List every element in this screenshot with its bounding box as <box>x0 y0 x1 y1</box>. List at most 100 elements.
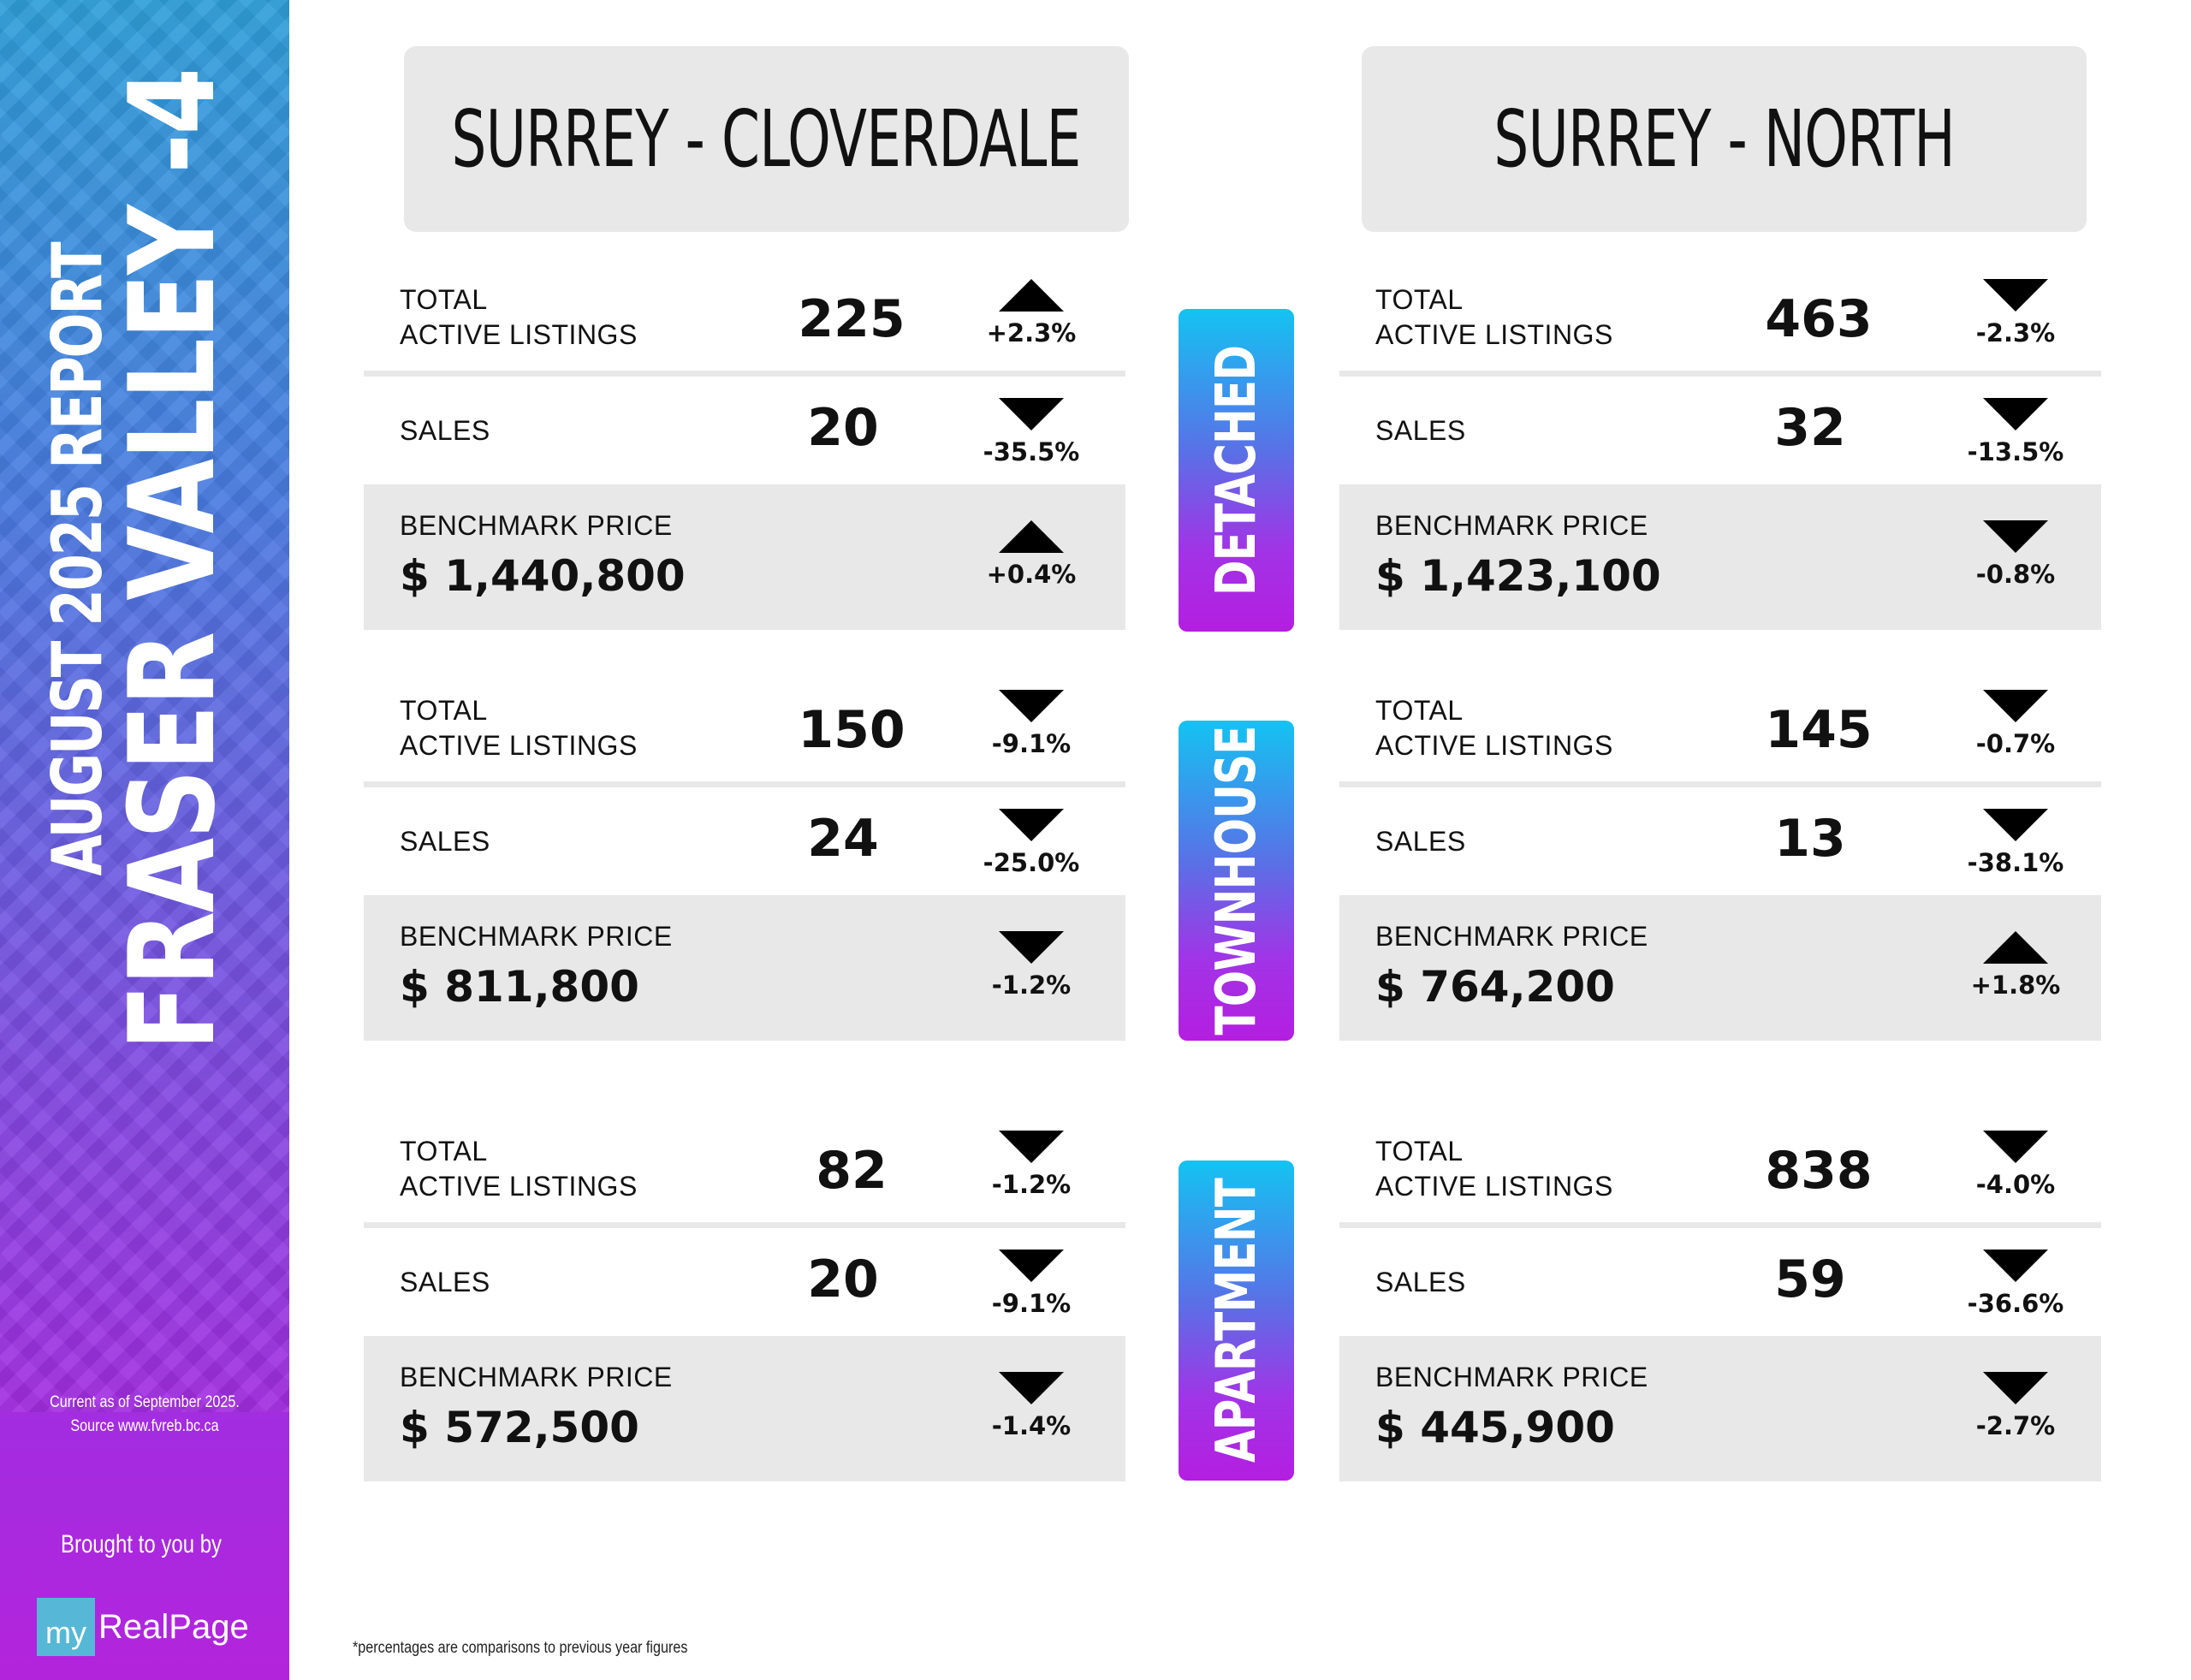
row-separator <box>1339 1222 2101 1228</box>
category-townhouse-label: TOWNHOUSE <box>1204 726 1268 1036</box>
header-left-title: SURREY - CLOVERDALE <box>451 93 1082 185</box>
benchmark-label: BENCHMARK PRICE <box>400 1362 673 1392</box>
source-line-1: Current as of September 2025. <box>50 1393 240 1411</box>
left-apartment-sales-row: SALES 20 -9.1% <box>364 1231 1125 1332</box>
listings-label: TOTAL ACTIVE LISTINGS <box>1375 693 1613 763</box>
left-townhouse-sales-change: -25.0% <box>963 809 1100 877</box>
left-apartment-sales-value: 20 <box>807 1250 879 1309</box>
arrow-down-icon <box>1983 1250 2048 1282</box>
left-townhouse-listings-change: -9.1% <box>963 690 1100 758</box>
right-detached-listings-percent: -2.3% <box>1975 318 2056 347</box>
header-right-title: SURREY - NORTH <box>1493 93 1955 185</box>
right-detached-price-change: -0.8% <box>1947 520 2084 589</box>
row-separator <box>364 1222 1125 1228</box>
right-apartment-listings-percent: -4.0% <box>1975 1170 2056 1199</box>
arrow-down-icon <box>999 1131 1064 1163</box>
right-apartment-price-percent: -2.7% <box>1975 1411 2056 1440</box>
left-apartment-sales-change: -9.1% <box>963 1250 1100 1318</box>
left-detached-listings-change: +2.3% <box>963 279 1100 347</box>
listings-label: TOTAL ACTIVE LISTINGS <box>400 282 638 353</box>
listings-label-line1: TOTAL <box>1375 695 1464 726</box>
benchmark-label: BENCHMARK PRICE <box>1375 921 1648 952</box>
right-detached-benchmark-price: $ 1,423,100 <box>1375 551 1661 601</box>
row-separator <box>364 371 1125 377</box>
right-townhouse-sales-change: -38.1% <box>1947 809 2084 877</box>
left-apartment-benchmark-row: BENCHMARK PRICE $ 572,500 -1.4% <box>364 1336 1125 1481</box>
right-apartment-sales-change: -36.6% <box>1947 1250 2084 1318</box>
listings-label: TOTAL ACTIVE LISTINGS <box>400 1134 638 1204</box>
right-apartment-price-change: -2.7% <box>1947 1372 2084 1440</box>
row-separator <box>1339 781 2101 787</box>
right-detached-listings-change: -2.3% <box>1947 279 2084 347</box>
right-detached-sales-row: SALES 32 -13.5% <box>1339 379 2101 480</box>
left-apartment-price-percent: -1.4% <box>991 1411 1072 1440</box>
arrow-down-icon <box>1983 690 2048 722</box>
benchmark-label: BENCHMARK PRICE <box>400 510 673 541</box>
listings-label-line2: ACTIVE LISTINGS <box>1375 1171 1613 1202</box>
right-townhouse-price-change: +1.8% <box>1947 931 2084 1000</box>
right-detached-sales-value: 32 <box>1774 398 1846 458</box>
source-line-2: Source www.fvreb.bc.ca <box>70 1417 219 1435</box>
listings-label-line2: ACTIVE LISTINGS <box>400 1171 638 1202</box>
left-townhouse-listings-percent: -9.1% <box>991 729 1072 758</box>
right-apartment-benchmark-price: $ 445,900 <box>1375 1403 1615 1452</box>
left-townhouse-benchmark-price: $ 811,800 <box>400 962 639 1012</box>
listings-label-line2: ACTIVE LISTINGS <box>400 730 638 761</box>
category-apartment: APARTMENT <box>1179 1161 1294 1481</box>
listings-label: TOTAL ACTIVE LISTINGS <box>1375 282 1613 353</box>
sales-label: SALES <box>1375 826 1466 857</box>
right-apartment-sales-value: 59 <box>1774 1250 1846 1309</box>
category-detached: DETACHED <box>1179 309 1294 632</box>
left-townhouse-sales-row: SALES 24 -25.0% <box>364 790 1125 891</box>
right-townhouse-listings-row: TOTAL ACTIVE LISTINGS 145 -0.7% <box>1339 683 2101 779</box>
arrow-down-icon <box>999 931 1064 964</box>
right-detached-sales-percent: -13.5% <box>1967 437 2064 466</box>
left-apartment-listings-percent: -1.2% <box>991 1170 1072 1199</box>
arrow-down-icon <box>999 398 1064 430</box>
left-detached-sales-percent: -35.5% <box>983 437 1080 466</box>
brought-by-text: Brought to you by <box>60 1530 223 1558</box>
left-detached-listings-percent: +2.3% <box>986 318 1077 347</box>
right-townhouse-listings-percent: -0.7% <box>1975 729 2056 758</box>
right-apartment-listings-change: -4.0% <box>1947 1131 2084 1199</box>
sidebar-photo-background <box>0 0 289 1412</box>
benchmark-label: BENCHMARK PRICE <box>1375 510 1648 541</box>
arrow-down-icon <box>1983 1372 2048 1404</box>
category-apartment-label: APARTMENT <box>1204 1178 1268 1463</box>
sales-label: SALES <box>1375 415 1466 446</box>
left-townhouse-benchmark-row: BENCHMARK PRICE $ 811,800 -1.2% <box>364 895 1125 1041</box>
right-townhouse-benchmark-price: $ 764,200 <box>1375 962 1615 1012</box>
left-apartment-price-change: -1.4% <box>963 1372 1100 1440</box>
listings-label-line2: ACTIVE LISTINGS <box>1375 319 1613 350</box>
listings-label-line1: TOTAL <box>400 695 488 726</box>
benchmark-label: BENCHMARK PRICE <box>400 921 673 952</box>
left-apartment-listings-change: -1.2% <box>963 1131 1100 1199</box>
logo-wordmark: RealPage <box>98 1607 249 1646</box>
listings-label-line1: TOTAL <box>400 284 488 315</box>
right-detached-listings-value: 463 <box>1765 289 1873 349</box>
left-townhouse-sales-value: 24 <box>807 809 879 869</box>
listings-label-line2: ACTIVE LISTINGS <box>400 319 638 350</box>
row-separator <box>1339 371 2101 377</box>
source-note: Current as of September 2025. Source www… <box>21 1391 267 1439</box>
arrow-down-icon <box>1983 1131 2048 1163</box>
left-detached-benchmark-price: $ 1,440,800 <box>400 551 686 601</box>
right-townhouse-listings-value: 145 <box>1765 700 1873 760</box>
left-detached-price-percent: +0.4% <box>986 560 1077 589</box>
left-detached-sales-change: -35.5% <box>963 398 1100 466</box>
benchmark-label: BENCHMARK PRICE <box>1375 1362 1648 1392</box>
arrow-down-icon <box>1983 809 2048 841</box>
arrow-down-icon <box>999 1250 1064 1282</box>
listings-label: TOTAL ACTIVE LISTINGS <box>400 693 638 763</box>
left-apartment-sales-percent: -9.1% <box>991 1289 1072 1318</box>
left-apartment-listings-row: TOTAL ACTIVE LISTINGS 82 -1.2% <box>364 1124 1125 1220</box>
right-townhouse-sales-row: SALES 13 -38.1% <box>1339 790 2101 891</box>
right-detached-benchmark-row: BENCHMARK PRICE $ 1,423,100 -0.8% <box>1339 484 2101 630</box>
right-detached-price-percent: -0.8% <box>1975 560 2056 589</box>
header-right: SURREY - NORTH <box>1362 46 2087 232</box>
left-townhouse-listings-value: 150 <box>798 700 905 760</box>
right-detached-listings-row: TOTAL ACTIVE LISTINGS 463 -2.3% <box>1339 272 2101 368</box>
right-apartment-sales-percent: -36.6% <box>1967 1289 2064 1318</box>
listings-label-line2: ACTIVE LISTINGS <box>1375 730 1613 761</box>
left-townhouse-sales-percent: -25.0% <box>983 848 1080 877</box>
